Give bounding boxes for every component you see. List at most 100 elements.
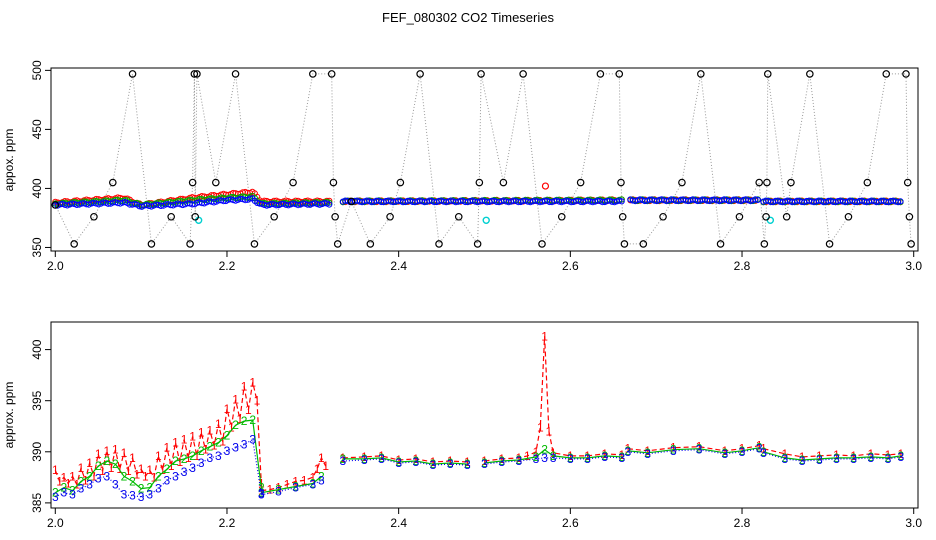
series-3-label: 3 — [601, 450, 608, 464]
series-3-label: 3 — [722, 447, 729, 461]
series-2-label: 2 — [378, 451, 385, 465]
series-1-label: 1 — [95, 447, 102, 461]
series-1-label: 1 — [138, 462, 145, 476]
series-3-label: 3 — [850, 452, 857, 466]
series-2-point — [618, 198, 625, 205]
series-3-label: 3 — [481, 457, 488, 471]
series-1-label: 1 — [129, 451, 136, 465]
series-3-label: 3 — [378, 452, 385, 466]
series-2-label: 2 — [361, 452, 368, 466]
black-point-11 — [193, 70, 201, 78]
series-1-line-1 — [261, 456, 327, 492]
series-3-label: 3 — [61, 486, 68, 500]
series-3-label: 3 — [189, 461, 196, 475]
black-point-53 — [782, 212, 791, 221]
bottom-panel-zoomed: approx. ppm 2.0 2.2 2.4 2.6 2.8 3.0 385 390 395… — [2, 321, 922, 530]
series-1-label: 1 — [245, 403, 252, 417]
series-1-label: 1 — [125, 464, 132, 478]
series-1-label: 1 — [760, 442, 767, 456]
series-3-label: 3 — [567, 452, 574, 466]
series-2-label: 2 — [696, 442, 703, 456]
black-point-3 — [109, 178, 117, 187]
series-2-label: 2 — [129, 474, 136, 488]
series-3-label: 3 — [340, 454, 347, 468]
series-2-label: 2 — [550, 449, 557, 463]
series-2-label: 2 — [181, 452, 188, 466]
series-2-label: 2 — [206, 440, 213, 454]
series-2-line-0 — [54, 419, 262, 494]
series-1-label: 1 — [378, 449, 385, 463]
black-point-12 — [212, 178, 220, 187]
y-tick-label-1: 400 — [30, 178, 44, 198]
series-2-point — [752, 196, 759, 203]
y-tick-label-2: 395 — [30, 390, 44, 410]
series-1-label: 1 — [112, 443, 119, 457]
x-tick-label-4: 2.8 — [734, 516, 751, 530]
series-2-label: 2 — [782, 451, 789, 465]
black-point-2 — [90, 212, 98, 221]
series-2-label: 2 — [69, 484, 76, 498]
black-point-49 — [760, 240, 769, 248]
series-3-label: 3 — [138, 490, 145, 504]
series-3-label: 3 — [232, 441, 239, 455]
series-3-label: 3 — [447, 457, 454, 471]
series-3-label: 3 — [782, 452, 789, 466]
series-3-label: 3 — [164, 473, 171, 487]
series-2-label: 2 — [867, 450, 874, 464]
series-1-label: 1 — [215, 417, 222, 431]
y-tick-label-0: 350 — [30, 237, 44, 257]
series-1-label: 1 — [275, 481, 282, 495]
series-2-label: 2 — [498, 454, 505, 468]
series-1-label: 1 — [567, 449, 574, 463]
series-2-label: 2 — [164, 462, 171, 476]
black-point-25 — [396, 178, 405, 187]
series-1-label: 1 — [739, 442, 746, 456]
black-point-39 — [617, 178, 625, 187]
black-point-55 — [806, 70, 814, 78]
series-1-label: 1 — [52, 463, 59, 477]
black-point-59 — [882, 70, 891, 78]
series-1-label: 1 — [618, 448, 625, 462]
black-point-48 — [755, 178, 763, 187]
series-3-label: 3 — [739, 445, 746, 459]
series-1-label: 1 — [78, 461, 85, 475]
black-point-58 — [863, 178, 872, 187]
y-tick-label-3: 400 — [30, 339, 44, 359]
series-1-label: 1 — [696, 440, 703, 454]
series-1-label: 1 — [833, 448, 840, 462]
series-3-label: 3 — [430, 458, 437, 472]
black-point-14 — [250, 240, 259, 248]
series-2-label: 2 — [258, 481, 265, 495]
cyan-point-1 — [482, 216, 490, 225]
black-point-22 — [347, 197, 356, 206]
series-1-label: 1 — [133, 467, 140, 481]
x-tick-label-0: 2.0 — [47, 516, 64, 530]
black-point-0 — [51, 201, 60, 209]
black-point-56 — [825, 240, 834, 248]
black-point-52 — [763, 70, 772, 78]
series-1-label: 1 — [142, 469, 149, 483]
series-2-label: 2 — [395, 455, 402, 469]
series-3-label: 3 — [181, 465, 188, 479]
series-2-label: 2 — [515, 453, 522, 467]
series-3-label: 3 — [361, 453, 368, 467]
series-3-label: 3 — [112, 478, 119, 492]
series-1-label: 1 — [211, 439, 218, 453]
series-1-line-2 — [342, 455, 468, 463]
x-tick-label-2: 2.4 — [390, 259, 407, 273]
series-1-label: 1 — [481, 454, 488, 468]
series-2-label: 2 — [625, 444, 632, 458]
black-point-1 — [70, 240, 78, 248]
series-1-label: 1 — [237, 412, 244, 426]
series-2-label: 2 — [340, 452, 347, 466]
series-1-label: 1 — [56, 474, 63, 488]
series-2-label: 2 — [799, 453, 806, 467]
series-1-label: 1 — [361, 450, 368, 464]
series-3-label: 3 — [258, 487, 265, 501]
series-3-label: 3 — [206, 451, 213, 465]
series-1-label: 1 — [254, 394, 261, 408]
series-1-label: 1 — [546, 424, 553, 438]
series-3-label: 3 — [86, 478, 93, 492]
series-3-label: 3 — [395, 456, 402, 470]
black-point-60 — [902, 70, 910, 78]
